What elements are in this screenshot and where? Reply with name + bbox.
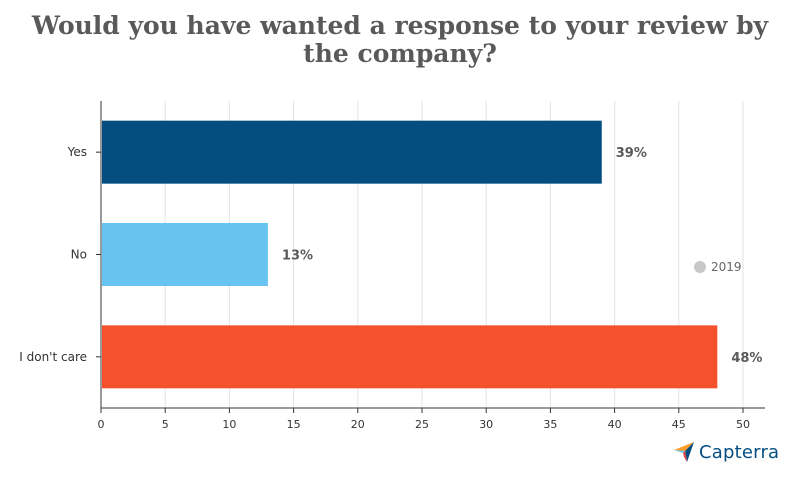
data-label-1: 39% xyxy=(616,146,647,161)
capterra-logo: Capterra xyxy=(673,438,779,466)
chart-legend: 2019 xyxy=(694,259,742,275)
x-tick-label-25: 25 xyxy=(415,418,429,431)
capterra-wordmark: Capterra xyxy=(699,441,780,463)
chart-title-line-2: the company? xyxy=(303,39,497,68)
chart-axes xyxy=(96,101,765,413)
data-label-3: 48% xyxy=(731,351,762,366)
category-label-2: No xyxy=(71,248,87,262)
x-tick-label-10: 10 xyxy=(222,418,236,431)
x-tick-label-20: 20 xyxy=(351,418,365,431)
x-tick-label-45: 45 xyxy=(672,418,686,431)
chart-labels: 0 5 10 15 20 25 30 35 40 45 50 Yes 39% No 13% I don't c… xyxy=(19,145,762,431)
data-label-2: 13% xyxy=(282,249,313,264)
category-label-1: Yes xyxy=(67,145,87,159)
bar-2 xyxy=(102,223,268,286)
chart-title: Would you have wanted a response to your… xyxy=(0,12,800,68)
capterra-arrow-icon xyxy=(674,442,694,462)
legend-marker xyxy=(694,261,706,273)
legend-label: 2019 xyxy=(711,260,742,274)
category-label-3: I don't care xyxy=(19,350,87,364)
x-tick-label-50: 50 xyxy=(736,418,750,431)
x-tick-label-30: 30 xyxy=(479,418,493,431)
bar-3 xyxy=(102,325,718,389)
x-tick-label-5: 5 xyxy=(162,418,169,431)
x-tick-label-15: 15 xyxy=(287,418,301,431)
chart-title-line-1: Would you have wanted a response to your… xyxy=(31,11,769,40)
x-tick-label-0: 0 xyxy=(98,418,105,431)
bar-1 xyxy=(102,120,602,184)
x-tick-label-35: 35 xyxy=(543,418,557,431)
x-tick-label-40: 40 xyxy=(608,418,622,431)
chart-bars xyxy=(102,120,718,389)
